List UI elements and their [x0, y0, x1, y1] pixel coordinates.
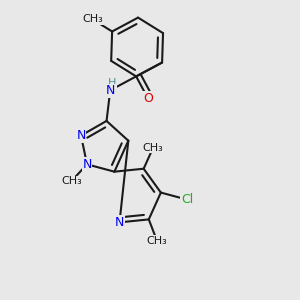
Text: N: N: [82, 158, 92, 171]
Text: H: H: [108, 79, 116, 88]
Text: N: N: [106, 84, 115, 98]
Text: CH₃: CH₃: [147, 236, 167, 246]
Text: N: N: [115, 216, 124, 229]
Text: CH₃: CH₃: [143, 143, 164, 153]
Text: N: N: [76, 129, 86, 142]
Text: CH₃: CH₃: [61, 176, 82, 186]
Text: Cl: Cl: [181, 193, 193, 206]
Text: O: O: [143, 92, 153, 105]
Text: CH₃: CH₃: [82, 14, 103, 24]
